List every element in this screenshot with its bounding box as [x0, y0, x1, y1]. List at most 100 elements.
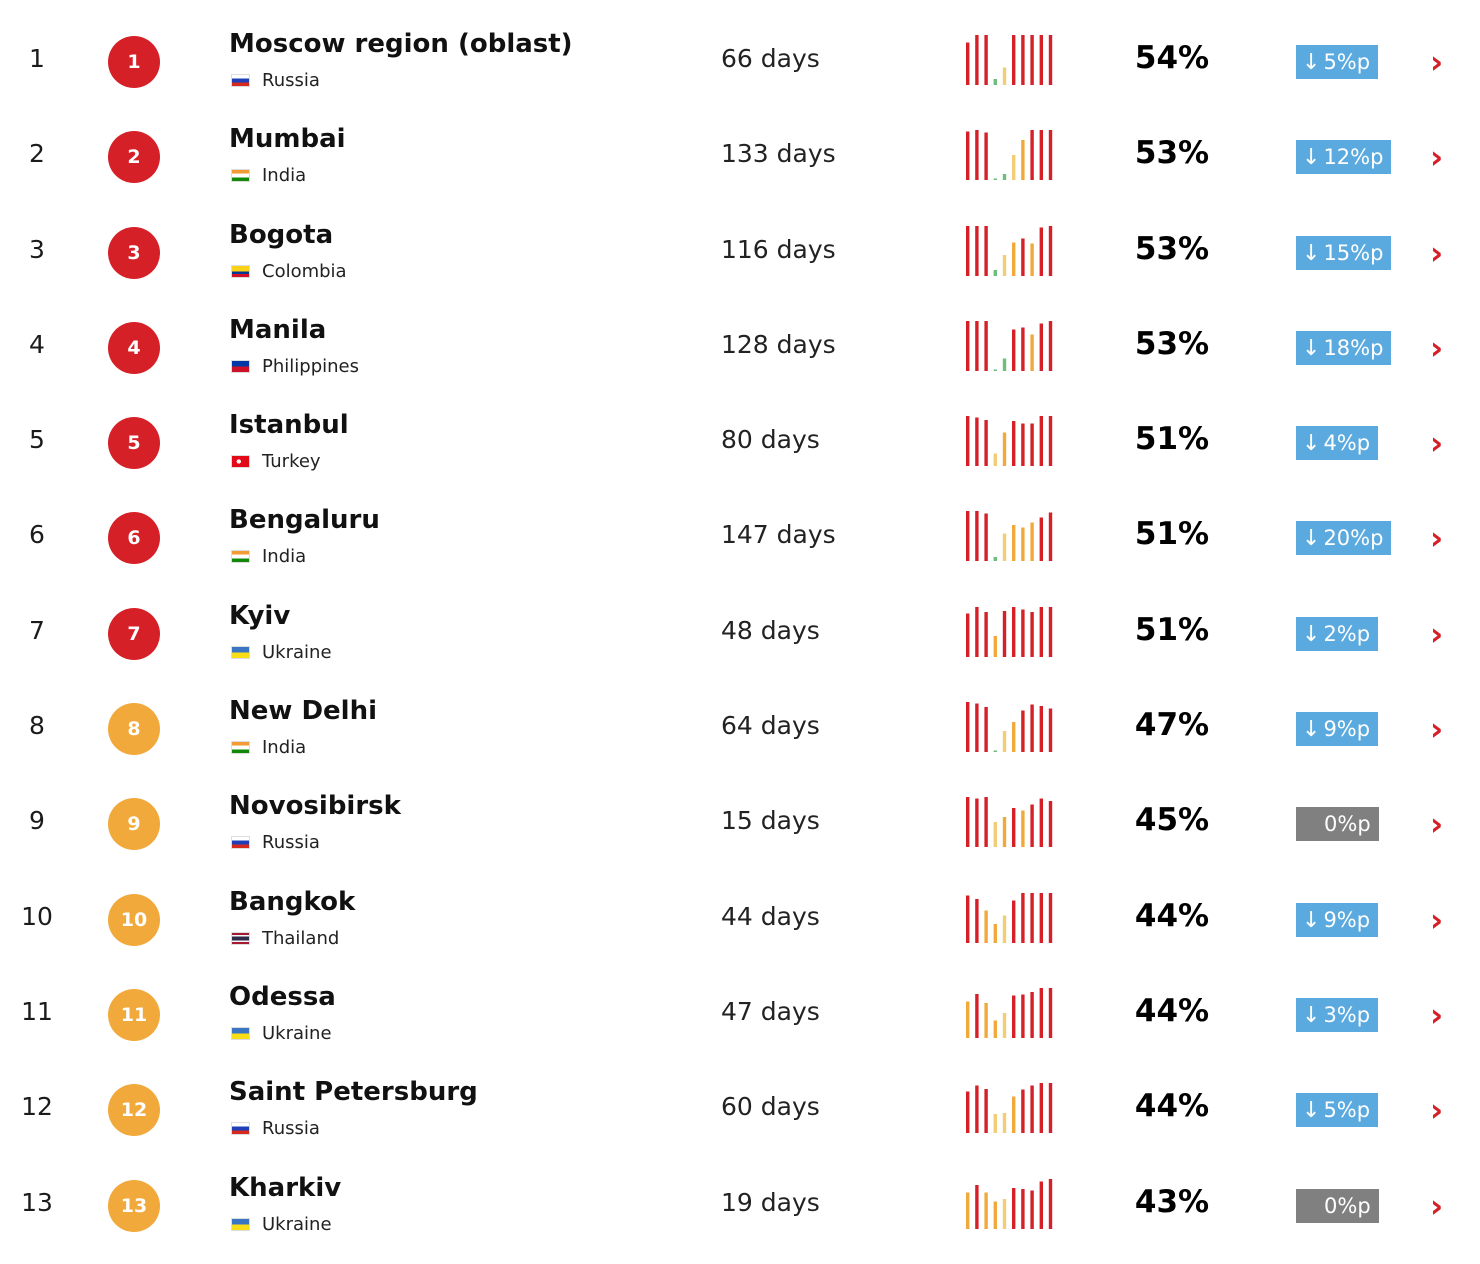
sparkline-bar: [1030, 804, 1034, 848]
chevron-right-icon[interactable]: ›: [1430, 1091, 1444, 1130]
list-item[interactable]: 6 6 Bengaluru India 147 days 51% ↓ 20%p ›: [0, 490, 1480, 585]
sparkline-bar: [993, 635, 997, 657]
days-count: 66 days: [721, 44, 820, 73]
list-item[interactable]: 11 11 Odessa Ukraine 47 days 44% ↓ 3%p ›: [0, 967, 1480, 1062]
chevron-right-icon[interactable]: ›: [1430, 900, 1444, 939]
sparkline-bar: [984, 1192, 988, 1229]
rank-number: 8: [29, 711, 45, 741]
sparkline-bar: [1030, 991, 1034, 1038]
sparkline-bar: [1030, 334, 1034, 371]
list-item[interactable]: 13 13 Kharkiv Ukraine 19 days 43% 0%p ›: [0, 1158, 1480, 1253]
country-name: Thailand: [262, 927, 340, 949]
chevron-right-icon[interactable]: ›: [1430, 43, 1444, 81]
history-sparkline: [966, 606, 1053, 657]
chevron-right-icon[interactable]: ›: [1430, 328, 1444, 367]
city-name[interactable]: Bangkok: [229, 886, 356, 917]
list-item[interactable]: 8 8 New Delhi India 64 days 47% ↓ 9%p ›: [0, 681, 1480, 776]
sparkline-bar: [966, 416, 970, 467]
history-sparkline: [966, 1178, 1053, 1229]
rank-badge: 5: [108, 417, 160, 470]
days-count: 15 days: [721, 806, 820, 836]
rank-badge: 7: [108, 607, 160, 660]
city-name[interactable]: Odessa: [229, 981, 336, 1012]
sparkline-bar: [1048, 708, 1053, 753]
sparkline-bar: [1002, 533, 1007, 562]
country: Russia: [231, 832, 320, 853]
sparkline-bar: [1048, 606, 1053, 657]
sparkline-bar: [1012, 329, 1016, 371]
sparkline-bar: [993, 1114, 997, 1134]
sparkline-bar: [1048, 320, 1053, 371]
city-name[interactable]: Istanbul: [229, 410, 349, 441]
chevron-right-icon[interactable]: ›: [1430, 233, 1444, 272]
city-name[interactable]: Novosibirsk: [229, 791, 401, 822]
days-count: 128 days: [721, 329, 836, 359]
list-item[interactable]: 12 12 Saint Petersburg Russia 60 days 44…: [0, 1062, 1480, 1157]
sparkline-bar: [966, 511, 970, 562]
sparkline-bar: [1021, 527, 1025, 562]
change-badge: ↓ 2%p: [1296, 616, 1379, 651]
history-sparkline: [966, 225, 1053, 276]
days-count: 80 days: [721, 425, 820, 455]
change-badge: ↓ 4%p: [1296, 426, 1379, 461]
sparkline-bar: [993, 822, 997, 848]
percentage-value: 51%: [1134, 421, 1210, 458]
sparkline-bar: [1030, 423, 1034, 467]
ranking-list: 1 1 Moscow region (oblast) Russia 66 day…: [0, 14, 1480, 1253]
rank-number: 11: [21, 996, 53, 1026]
list-item[interactable]: 9 9 Novosibirsk Russia 15 days 45% 0%p ›: [0, 776, 1480, 871]
percentage-value: 45%: [1134, 802, 1210, 839]
country: Ukraine: [231, 1023, 332, 1044]
list-item[interactable]: 4 4 Manila Philippines 128 days 53% ↓ 18%…: [0, 300, 1480, 395]
country-name: Colombia: [262, 260, 347, 282]
chevron-right-icon[interactable]: ›: [1430, 805, 1444, 844]
list-item[interactable]: 3 3 Bogota Colombia 116 days 53% ↓ 15%p ›: [0, 205, 1480, 300]
sparkline-bar: [1012, 1187, 1016, 1229]
arrow-down-icon: ↓: [1302, 50, 1321, 75]
arrow-down-icon: ↓: [1302, 240, 1321, 266]
sparkline-bar: [1039, 1181, 1043, 1229]
city-name[interactable]: Saint Petersburg: [229, 1077, 478, 1108]
chevron-right-icon[interactable]: ›: [1430, 710, 1444, 749]
flag-icon: [231, 836, 250, 850]
sparkline-bar: [1048, 801, 1053, 848]
sparkline-bar: [1039, 35, 1043, 85]
sparkline-bar: [975, 898, 979, 943]
sparkline-bar: [966, 895, 970, 943]
sparkline-bar: [1030, 35, 1034, 85]
percentage-value: 54%: [1134, 40, 1210, 76]
chevron-right-icon[interactable]: ›: [1430, 614, 1444, 653]
rank-number: 4: [29, 329, 45, 359]
percentage-value: 53%: [1134, 230, 1210, 267]
city-name[interactable]: Bengaluru: [229, 505, 380, 536]
rank-number: 10: [21, 901, 53, 931]
city-name[interactable]: Mumbai: [229, 124, 346, 155]
sparkline-bar: [1039, 323, 1043, 371]
city-name[interactable]: Moscow region (oblast): [229, 29, 573, 59]
flag-icon: [231, 264, 250, 278]
chevron-right-icon[interactable]: ›: [1430, 995, 1444, 1034]
city-name[interactable]: Kharkiv: [229, 1172, 342, 1203]
city-name[interactable]: Kyiv: [229, 600, 291, 631]
change-badge: ↓ 18%p: [1296, 330, 1392, 365]
city-name[interactable]: Bogota: [229, 219, 334, 250]
sparkline-bar: [1039, 706, 1043, 753]
list-item[interactable]: 5 5 Istanbul Turkey 80 days 51% ↓ 4%p ›: [0, 395, 1480, 490]
list-item[interactable]: 2 2 Mumbai India 133 days 53% ↓ 12%p ›: [0, 109, 1480, 204]
sparkline-bar: [984, 1002, 988, 1038]
city-name[interactable]: Manila: [229, 314, 327, 345]
percentage-value: 51%: [1134, 611, 1210, 648]
change-value: 5%p: [1323, 50, 1371, 74]
country: Russia: [231, 1118, 320, 1139]
chevron-right-icon[interactable]: ›: [1430, 138, 1444, 177]
list-item[interactable]: 10 10 Bangkok Thailand 44 days 44% ↓ 9%p …: [0, 872, 1480, 967]
list-item[interactable]: 1 1 Moscow region (oblast) Russia 66 day…: [0, 14, 1480, 109]
list-item[interactable]: 7 7 Kyiv Ukraine 48 days 51% ↓ 2%p ›: [0, 586, 1480, 681]
chevron-right-icon[interactable]: ›: [1430, 519, 1444, 558]
sparkline-bar: [993, 750, 997, 753]
city-name[interactable]: New Delhi: [229, 696, 378, 727]
country: India: [231, 737, 306, 758]
chevron-right-icon[interactable]: ›: [1430, 424, 1444, 463]
chevron-right-icon[interactable]: ›: [1430, 1186, 1444, 1225]
sparkline-bar: [984, 225, 988, 276]
